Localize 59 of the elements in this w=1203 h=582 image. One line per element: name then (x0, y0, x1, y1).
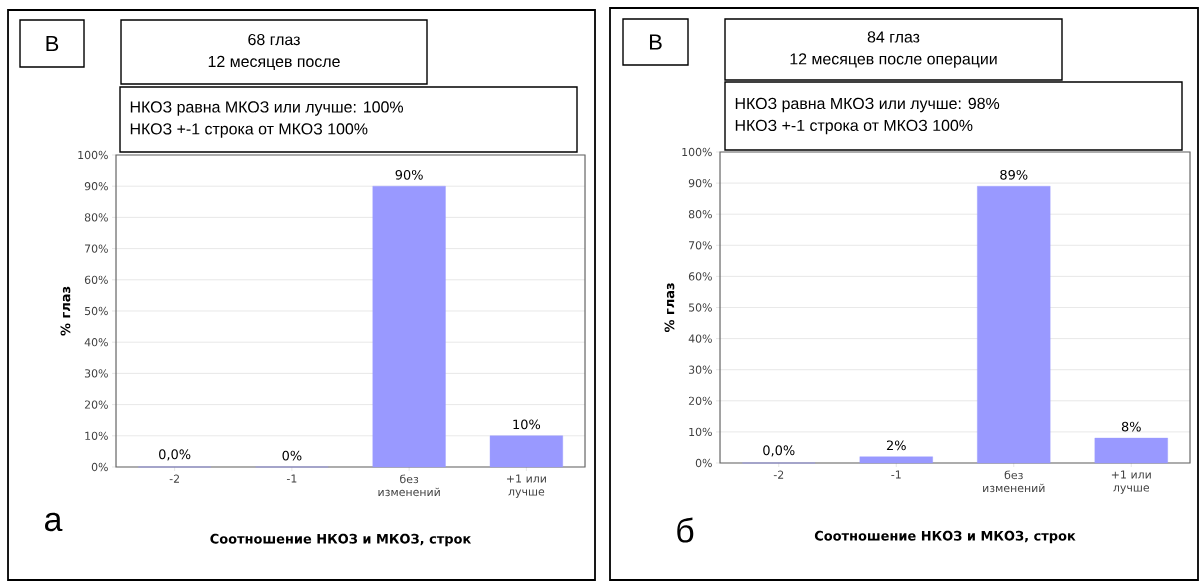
data-label: 8% (1121, 421, 1141, 432)
data-label: 90% (395, 169, 423, 180)
data-label: 0,0% (159, 449, 191, 461)
x-tick-label: без изменений (983, 470, 1045, 493)
chart-subtitle: 12 месяцев после (208, 55, 340, 71)
y-tick-label: 50% (84, 306, 108, 316)
y-axis-title: % глаз (664, 283, 675, 333)
text: НКОЗ +-1 строка от МКОЗ 100% (735, 119, 973, 135)
text: В (649, 34, 662, 50)
y-tick-label: 80% (688, 210, 712, 219)
y-tick-label: 30% (688, 365, 712, 374)
y-tick-label: 50% (688, 303, 712, 312)
bar (977, 186, 1051, 464)
text: В (46, 35, 59, 52)
text: б (677, 517, 694, 543)
bar (372, 186, 446, 468)
bar (859, 456, 933, 464)
bar (489, 435, 563, 468)
x-axis-title: Соотношение НКОЗ и МКОЗ, строк (210, 533, 472, 547)
text: НКОЗ +-1 строка от МКОЗ 100% (130, 123, 368, 138)
y-tick-label: 0% (91, 462, 108, 472)
y-axis-title: % глаз (60, 286, 71, 336)
x-tick-label: +1 или лучше (1111, 470, 1151, 494)
y-tick-label: 60% (688, 272, 712, 281)
text: а (45, 512, 63, 532)
y-tick-label: 20% (84, 400, 108, 409)
chart-title: 68 глаз (248, 33, 300, 46)
y-tick-label: 0% (695, 458, 712, 468)
y-tick-label: 80% (84, 213, 108, 222)
y-tick-label: 100% (78, 150, 108, 160)
y-tick-label: 100% (682, 147, 712, 157)
data-label: 0,0% (763, 445, 795, 457)
y-tick-label: 60% (84, 275, 108, 284)
y-tick-label: 20% (688, 396, 712, 405)
x-tick-label: -2 (169, 474, 179, 483)
y-tick-label: 70% (689, 241, 712, 250)
data-label: 0% (282, 450, 302, 461)
x-tick-label: -2 (773, 470, 784, 479)
x-tick-label: -1 (891, 470, 901, 479)
x-tick-label: без изменений (378, 474, 440, 497)
x-tick-label: -1 (286, 474, 297, 483)
y-tick-label: 40% (84, 338, 108, 347)
y-tick-label: 90% (688, 178, 712, 188)
text: НКОЗ равна МКОЗ или лучше: 98% (735, 97, 1000, 113)
bar (1094, 437, 1168, 464)
data-label: 10% (513, 419, 541, 430)
x-tick-label: +1 или лучше (507, 474, 546, 498)
y-tick-label: 90% (84, 182, 108, 191)
y-tick-label: 40% (688, 334, 712, 343)
y-tick-label: 10% (689, 427, 712, 437)
chart-title: 84 глаз (867, 31, 920, 43)
y-tick-label: 70% (85, 244, 108, 253)
data-label: 89% (1000, 169, 1028, 180)
text: НКОЗ равна МКОЗ или лучше: 100% (130, 101, 404, 116)
chart-subtitle: 12 месяцев после операции (790, 53, 997, 68)
y-tick-label: 30% (84, 369, 108, 378)
y-tick-label: 10% (85, 431, 108, 440)
x-axis-title: Соотношение НКОЗ и МКОЗ, строк (814, 530, 1076, 544)
data-label: 2% (886, 440, 906, 451)
